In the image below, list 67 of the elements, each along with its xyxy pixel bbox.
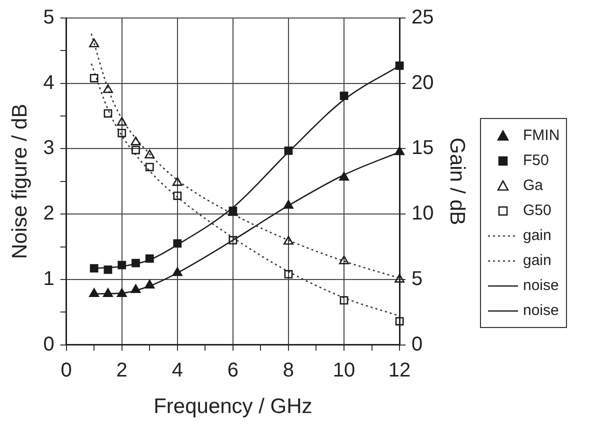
point (394, 146, 405, 156)
y-tick-label: 4 (43, 72, 54, 94)
point (283, 200, 294, 209)
y-tick-label: 2 (43, 202, 54, 225)
point (228, 236, 238, 244)
point (284, 270, 293, 278)
point (339, 255, 349, 264)
x-tick-label: 4 (172, 359, 183, 382)
point (89, 38, 100, 48)
point (340, 92, 348, 100)
point (116, 116, 127, 126)
point (104, 265, 112, 274)
point (130, 136, 141, 146)
x-tick-label: 0 (60, 359, 72, 382)
x-tick-label: 10 (332, 359, 356, 382)
y2-tick-label: 10 (412, 202, 434, 225)
point (395, 62, 404, 70)
x-tick-label: 12 (388, 359, 411, 382)
y2-tick-label: 5 (412, 268, 423, 290)
point (132, 146, 140, 154)
point (130, 284, 141, 294)
x-tick-label: 6 (227, 359, 238, 382)
y2-axis-title: Gain / dB (446, 138, 469, 226)
y-tick-label: 0 (43, 333, 54, 356)
point (90, 74, 98, 82)
legend-label: gain (523, 227, 552, 244)
point (144, 150, 155, 158)
point (172, 177, 182, 186)
point (118, 128, 126, 138)
point (339, 172, 349, 181)
x-tick-label: 8 (282, 359, 294, 382)
y-tick-label: 3 (43, 137, 54, 160)
point (394, 274, 405, 283)
y2-tick-label: 20 (412, 72, 434, 94)
legend-label: F50 (523, 152, 549, 169)
y2-tick-label: 15 (412, 137, 434, 160)
legend-label: FMIN (523, 127, 560, 144)
point (340, 296, 348, 305)
point (118, 260, 126, 270)
y2-tick-label: 0 (412, 333, 423, 356)
point (173, 239, 182, 248)
point (144, 280, 155, 288)
point (145, 254, 154, 263)
point (395, 317, 404, 326)
point (116, 288, 127, 297)
x-tick-label: 2 (116, 359, 128, 382)
point (102, 84, 113, 94)
point (172, 267, 182, 276)
legend-label: gain (523, 252, 552, 269)
legend-label: Ga (523, 177, 544, 194)
point (104, 109, 112, 118)
x-axis-title: Frequency / GHz (154, 395, 312, 418)
point (102, 288, 113, 297)
legend-label: noise (523, 277, 559, 294)
point (173, 192, 182, 200)
legend-label: noise (523, 302, 559, 319)
point (132, 258, 140, 268)
legend-label: G50 (523, 202, 552, 219)
y-tick-label: 5 (43, 6, 54, 29)
point (89, 288, 100, 297)
y-axis-title: Noise figure / dB (8, 104, 32, 260)
y-tick-label: 1 (43, 268, 54, 290)
point (284, 146, 293, 155)
point (90, 264, 98, 273)
point (283, 236, 294, 245)
point (145, 162, 154, 172)
y2-tick-label: 25 (412, 6, 434, 29)
